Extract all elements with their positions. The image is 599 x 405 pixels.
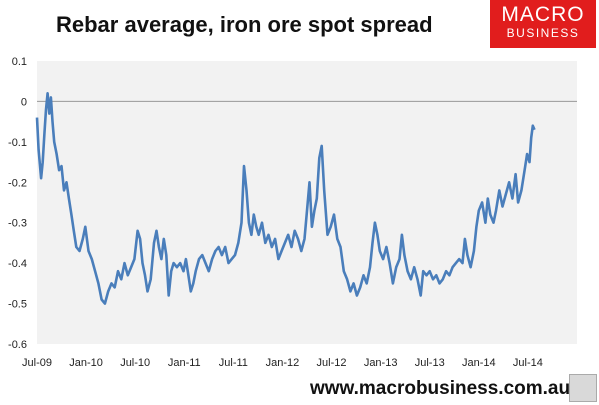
- y-tick-label: -0.4: [8, 258, 27, 270]
- x-tick-label: Jul-12: [317, 357, 347, 369]
- x-tick-label: Jan-11: [168, 357, 201, 369]
- y-axis: 0.1 0 -0.1 -0.2 -0.3 -0.4 -0.5 -0.6: [8, 56, 27, 351]
- x-axis: Jul-09 Jan-10 Jul-10 Jan-11 Jul-11 Jan-12 Jul-…: [22, 357, 543, 369]
- y-tick-label: -0.6: [8, 339, 27, 351]
- chart-title: Rebar average, iron ore spot spread: [56, 12, 433, 37]
- y-tick-label: -0.2: [8, 177, 27, 189]
- website-url[interactable]: www.macrobusiness.com.au: [310, 378, 571, 399]
- x-tick-label: Jul-10: [120, 357, 150, 369]
- x-tick-label: Jul-11: [219, 357, 248, 369]
- logo-line-1: MACRO: [501, 3, 585, 26]
- macrobusiness-logo: MACRO BUSINESS: [490, 0, 596, 48]
- y-tick-label: 0.1: [12, 56, 27, 68]
- x-tick-label: Jul-09: [22, 357, 52, 369]
- x-tick-label: Jan-12: [266, 357, 300, 369]
- y-tick-label: -0.5: [8, 299, 27, 311]
- x-tick-label: Jan-13: [364, 357, 398, 369]
- x-tick-label: Jul-14: [513, 357, 543, 369]
- x-tick-label: Jan-14: [462, 357, 496, 369]
- y-tick-label: -0.1: [8, 137, 27, 149]
- x-tick-label: Jul-13: [415, 357, 445, 369]
- logo-line-2: BUSINESS: [506, 26, 580, 40]
- y-tick-label: -0.3: [8, 218, 27, 230]
- y-tick-label: 0: [21, 96, 27, 108]
- series-group: [35, 92, 536, 305]
- series-line: [35, 92, 536, 305]
- x-tick-label: Jan-10: [69, 357, 103, 369]
- wolf-logo-icon: [569, 374, 597, 402]
